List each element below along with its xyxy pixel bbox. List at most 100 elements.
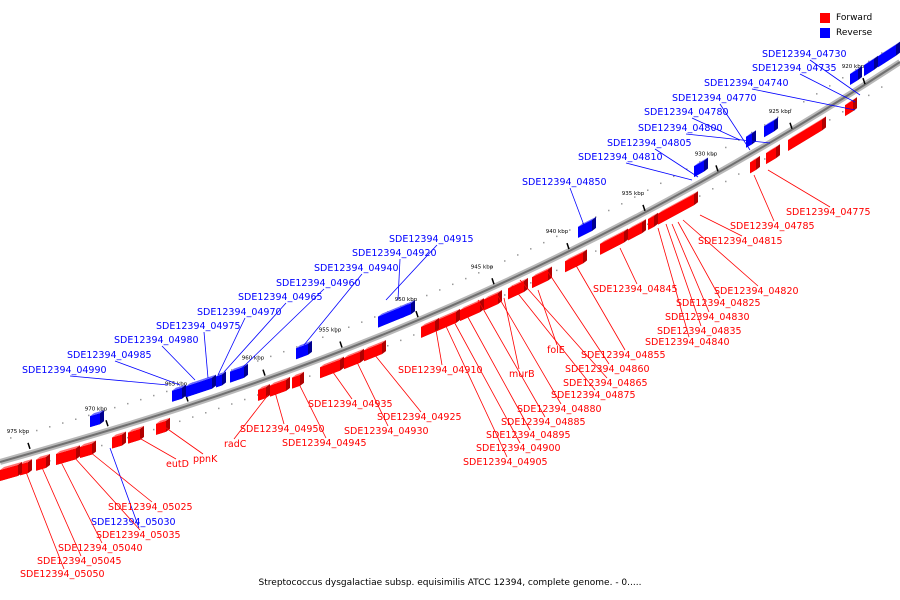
gene-label-forward: SDE12394_04880 [517,404,602,415]
gene-end [300,371,304,386]
gene-label-forward: SDE12394_04830 [665,312,750,323]
forward-swatch [820,12,830,23]
leader-line [303,273,363,346]
gene-box [156,420,166,435]
leader-line [519,279,608,379]
gene-top [378,302,408,317]
minor-tick [140,398,142,401]
minor-tick [491,266,493,268]
gene-box [421,320,435,338]
leader-line [682,219,759,287]
axis-tick-label: 970 kbp [85,406,108,412]
gene-end [122,431,126,446]
gene-end [704,157,708,172]
gene-label-reverse: SDE12394_04850 [522,177,607,188]
gene-end [244,363,248,378]
minor-tick [673,175,675,178]
gene-top [648,212,658,219]
minor-tick [842,77,844,79]
minor-tick [257,394,259,396]
axis-tick-label: 960 kbp [242,356,265,362]
minor-tick [816,93,818,95]
gene-end [654,212,658,227]
gene-top [80,440,96,448]
minor-tick [634,196,636,198]
leader-line [573,261,626,351]
minor-tick [543,241,545,244]
gene-top [508,277,528,289]
axis-tick-mark [566,242,570,250]
axis-tick-mark [262,369,266,376]
leader-line [329,367,353,400]
gene-top [628,219,646,230]
minor-tick [270,355,272,358]
gene-label-forward: SDE12394_04820 [714,286,799,297]
axis-tick-label: 975 kbp [7,429,30,435]
gene-label-forward: SDE12394_04885 [501,417,586,428]
minor-tick [335,331,337,334]
minor-tick [647,189,649,191]
minor-tick [738,139,740,141]
axis-tick-mark [491,278,495,285]
leader-line [39,462,82,557]
minor-tick [725,146,727,149]
gene-end [583,249,587,264]
minor-tick [790,108,792,111]
leader-line [677,221,721,299]
minor-tick [699,161,701,163]
leader-line [654,148,699,178]
gene-box [850,68,858,86]
gene-label-reverse: SDE12394_04920 [352,248,437,259]
gene-box [694,160,704,178]
gene-top [764,117,778,127]
minor-tick [452,283,454,286]
axis-tick-mark [415,310,419,318]
leader-line [397,258,401,301]
leader-line [223,302,287,373]
gene-label-forward: folE [547,345,565,356]
leader-line [161,345,196,381]
gene-top [258,384,270,390]
gene-top [766,144,780,154]
minor-tick [881,86,883,88]
gene-top [421,317,439,327]
axis-tick-mark [862,77,866,85]
minor-tick [309,375,311,377]
gene-label-forward: SDE12394_04935 [308,399,393,410]
gene-label-forward: SDE12394_04815 [698,236,783,247]
minor-tick [36,429,38,432]
minor-tick [127,436,129,439]
gene-box [628,222,642,241]
minor-tick [205,412,207,414]
gene-label-reverse: SDE12394_04805 [607,138,692,149]
minor-tick [608,209,610,212]
leader-line [665,223,702,327]
gene-box [788,119,822,152]
legend: Forward Reverse [820,10,890,40]
minor-tick [556,235,558,238]
reverse-swatch [820,27,830,38]
gene-top [401,300,415,308]
gene-label-forward: SDE12394_04840 [645,337,730,348]
gene-box [56,448,76,466]
gene-label-forward: eutD [166,459,189,470]
minor-tick [738,173,740,175]
gene-top [156,417,170,424]
gene-box [270,379,286,397]
leader-line [373,353,422,413]
gene-top [56,445,80,455]
leader-line [477,299,546,418]
gene-end [896,41,900,56]
gene-label-reverse: SDE12394_04960 [276,278,361,289]
gene-top [90,410,104,417]
minor-tick [244,398,246,401]
gene-label-reverse: SDE12394_04915 [389,234,474,245]
gene-label-forward: SDE12394_04860 [565,364,650,375]
leader-line [109,447,140,529]
leader-line [217,317,246,376]
axis-tick-label: 920 kbp [842,64,865,70]
gene-top [658,191,698,214]
minor-tick [166,390,168,393]
gene-top [436,308,460,321]
leader-line [451,317,521,444]
